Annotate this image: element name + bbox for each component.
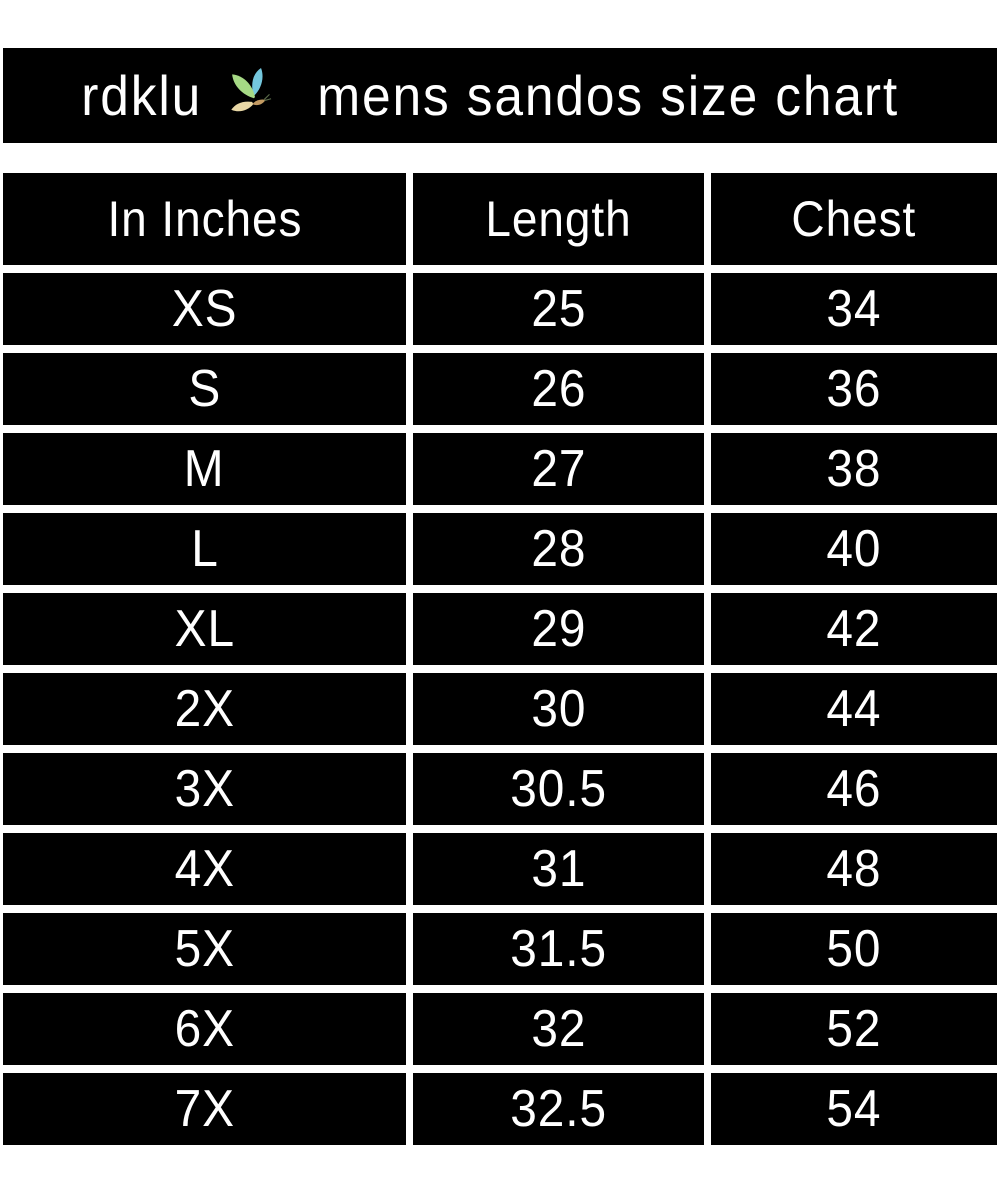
length-value: 27 [530,440,587,498]
length-cell: 25 [413,273,704,345]
column-header-size: In Inches [3,173,406,265]
size-value: 6X [174,1000,235,1058]
length-value: 28 [530,520,587,578]
length-cell: 28 [413,513,704,585]
chest-cell: 50 [711,913,997,985]
chest-cell: 42 [711,593,997,665]
size-value: 2X [174,680,235,738]
size-value: XL [174,600,235,658]
chest-cell: 36 [711,353,997,425]
chest-value: 48 [826,840,882,898]
chest-value: 36 [826,360,882,418]
length-value: 30 [530,680,587,738]
column-header-chest: Chest [711,173,997,265]
length-cell: 32.5 [413,1073,704,1145]
chest-value: 52 [826,1000,882,1058]
size-cell: 6X [3,993,406,1065]
size-value: 7X [174,1080,235,1138]
size-value: S [188,360,221,418]
size-cell: XS [3,273,406,345]
length-cell: 30.5 [413,753,704,825]
length-value: 25 [530,280,587,338]
chest-cell: 48 [711,833,997,905]
chest-cell: 34 [711,273,997,345]
size-cell: L [3,513,406,585]
chest-value: 46 [826,760,882,818]
size-cell: S [3,353,406,425]
column-header-chest-label: Chest [791,191,917,247]
chest-value: 44 [826,680,882,738]
length-value: 31 [530,840,587,898]
size-value: 4X [174,840,235,898]
length-value: 32.5 [510,1080,607,1138]
size-cell: 5X [3,913,406,985]
size-cell: M [3,433,406,505]
size-cell: 4X [3,833,406,905]
butterfly-icon [230,67,271,111]
size-value: XS [171,280,238,338]
chest-value: 34 [826,280,882,338]
length-cell: 31 [413,833,704,905]
length-cell: 32 [413,993,704,1065]
size-chart-table: In Inches Length Chest XS 25 34 S 26 36 … [3,173,997,1145]
length-cell: 30 [413,673,704,745]
size-cell: XL [3,593,406,665]
length-value: 31.5 [510,920,607,978]
chest-cell: 40 [711,513,997,585]
title-banner: rdklu mens sandos size chart [3,48,997,143]
length-value: 32 [530,1000,587,1058]
length-cell: 27 [413,433,704,505]
column-header-length-label: Length [485,191,632,247]
length-cell: 29 [413,593,704,665]
chest-cell: 52 [711,993,997,1065]
length-cell: 31.5 [413,913,704,985]
length-value: 29 [530,600,587,658]
size-cell: 2X [3,673,406,745]
chest-value: 42 [826,600,882,658]
column-header-size-label: In Inches [107,191,302,247]
chest-value: 54 [826,1080,882,1138]
length-cell: 26 [413,353,704,425]
size-value: 5X [174,920,235,978]
length-value: 30.5 [510,760,607,818]
chest-cell: 38 [711,433,997,505]
banner-title: mens sandos size chart [316,64,899,127]
length-value: 26 [530,360,587,418]
chest-cell: 54 [711,1073,997,1145]
size-value: M [184,440,225,498]
chest-value: 40 [826,520,882,578]
size-cell: 7X [3,1073,406,1145]
chest-cell: 44 [711,673,997,745]
size-cell: 3X [3,753,406,825]
chest-value: 50 [826,920,882,978]
chest-cell: 46 [711,753,997,825]
size-value: 3X [174,760,235,818]
brand-name: rdklu [81,64,203,127]
column-header-length: Length [413,173,704,265]
chest-value: 38 [826,440,882,498]
size-value: L [190,520,219,578]
